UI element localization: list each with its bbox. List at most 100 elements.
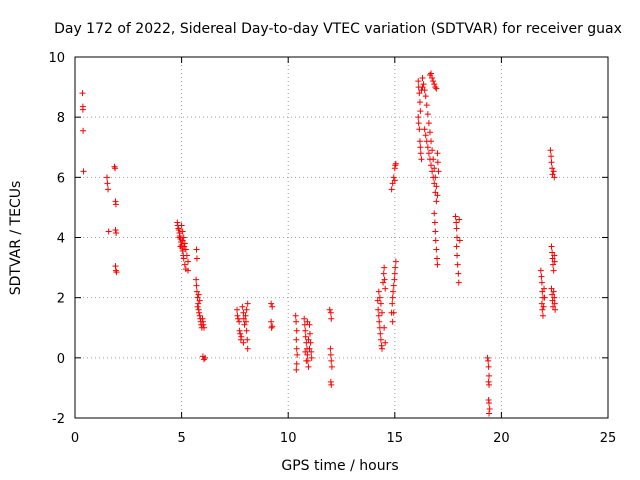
grid [75, 57, 608, 418]
data-point [424, 144, 431, 151]
data-point [195, 300, 202, 307]
data-point [390, 309, 397, 316]
data-point [328, 363, 335, 370]
data-point [379, 309, 386, 316]
data-point [551, 252, 558, 259]
data-point [200, 321, 207, 328]
data-point [429, 147, 436, 154]
data-point [244, 345, 251, 352]
data-point [433, 183, 440, 190]
data-point [307, 339, 314, 346]
data-point [181, 261, 188, 268]
data-point [388, 186, 395, 193]
data-point [184, 267, 191, 274]
data-point [236, 318, 243, 325]
data-point [428, 70, 435, 77]
x-tick-label: 0 [71, 431, 79, 446]
data-point [380, 270, 387, 277]
data-point [428, 162, 435, 169]
data-point [549, 297, 556, 304]
x-axis-label: GPS time / hours [281, 458, 398, 474]
data-point [425, 150, 432, 157]
data-point [302, 348, 309, 355]
data-point [392, 264, 399, 271]
data-point [422, 132, 429, 139]
data-point [550, 267, 557, 274]
data-point [419, 84, 426, 91]
data-point [305, 363, 312, 370]
data-point [430, 78, 437, 85]
data-point [434, 255, 441, 262]
data-point [382, 285, 389, 292]
data-point [306, 330, 313, 337]
data-point [304, 318, 311, 325]
data-point [434, 261, 441, 268]
data-point [431, 210, 438, 217]
data-point [551, 258, 558, 265]
data-point [302, 327, 309, 334]
y-tick-label: 10 [48, 51, 65, 66]
data-point [181, 240, 188, 247]
chart-title: Day 172 of 2022, Sidereal Day-to-day VTE… [54, 21, 622, 37]
data-point [305, 336, 312, 343]
data-point [392, 160, 399, 167]
data-point [105, 228, 112, 235]
data-point [549, 255, 556, 262]
x-tick-label: 20 [493, 431, 510, 446]
y-tick-label: 2 [57, 292, 65, 307]
data-point [327, 345, 334, 352]
data-point [551, 174, 558, 181]
data-point [417, 108, 424, 115]
data-point [193, 282, 200, 289]
data-point [419, 75, 426, 82]
data-point [455, 270, 462, 277]
data-point [426, 129, 433, 136]
data-point [269, 323, 276, 330]
data-point [549, 171, 556, 178]
data-point [550, 168, 557, 175]
data-point [549, 261, 556, 268]
data-point [433, 85, 440, 92]
data-point [293, 366, 300, 373]
data-point [242, 312, 249, 319]
data-point [377, 330, 384, 337]
data-point [301, 315, 308, 322]
data-point [431, 180, 438, 187]
data-point [293, 360, 300, 367]
data-point [268, 300, 275, 307]
data-point [418, 156, 425, 163]
data-point [381, 264, 388, 271]
data-point [389, 180, 396, 187]
data-point [180, 255, 187, 262]
data-point [486, 381, 493, 388]
data-point [389, 294, 396, 301]
data-point [421, 126, 428, 133]
data-point [239, 303, 246, 310]
data-point [416, 126, 423, 133]
data-point [194, 303, 201, 310]
data-point [236, 327, 243, 334]
data-point [79, 106, 86, 113]
data-point [268, 318, 275, 325]
data-point [415, 114, 422, 121]
data-point [377, 336, 384, 343]
data-point [374, 297, 381, 304]
data-point [434, 159, 441, 166]
data-point [538, 300, 545, 307]
y-axis-label: SDTVAR / TECUs [8, 181, 24, 296]
data-point [453, 243, 460, 250]
data-point [484, 354, 491, 361]
data-point [551, 300, 558, 307]
data-point [327, 351, 334, 358]
data-point [376, 294, 383, 301]
data-point [327, 309, 334, 316]
data-point [180, 234, 187, 241]
data-point [416, 99, 423, 106]
data-point [375, 312, 382, 319]
data-point [485, 357, 492, 364]
data-point [234, 306, 241, 313]
data-point [539, 312, 546, 319]
plot-frame [74, 56, 609, 419]
data-point [193, 255, 200, 262]
